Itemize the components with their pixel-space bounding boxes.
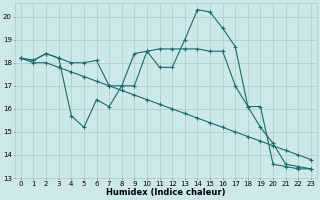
X-axis label: Humidex (Indice chaleur): Humidex (Indice chaleur) <box>106 188 226 197</box>
